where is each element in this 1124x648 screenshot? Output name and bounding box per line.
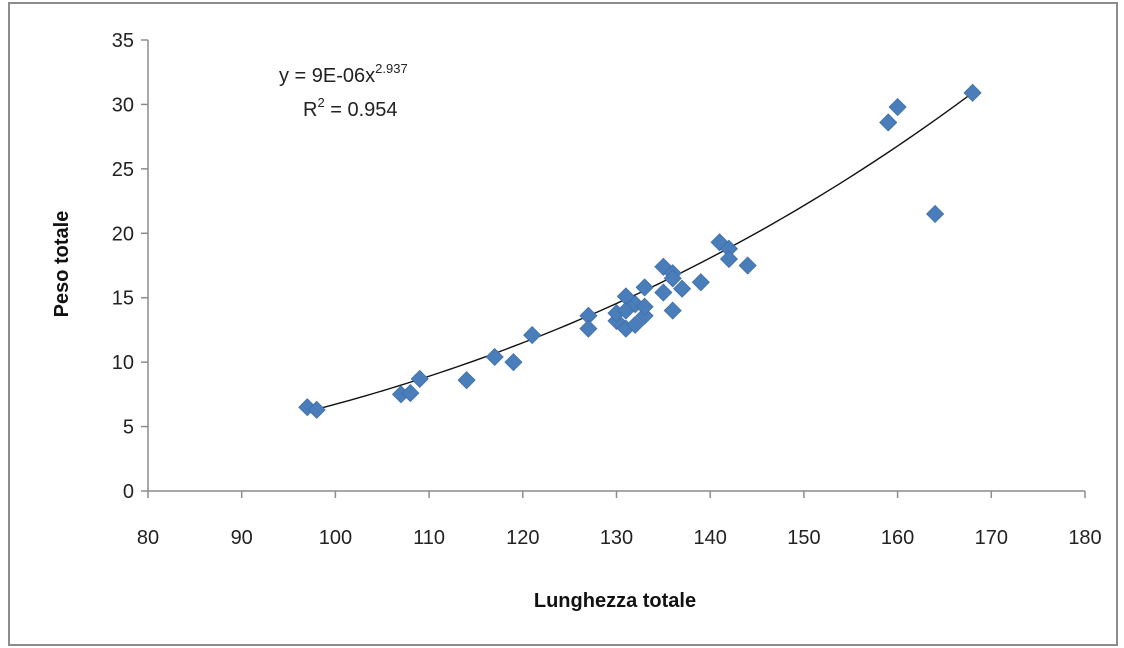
tick-labels: 80 90 100 110 120 130 140 150 160 170 180 0 5 10 15 20 2…	[112, 30, 1102, 549]
data-point	[926, 204, 945, 224]
data-point	[485, 347, 504, 367]
axes	[147, 40, 1085, 492]
data-point	[504, 353, 523, 372]
data-point	[879, 113, 898, 132]
y-tick-label: 5	[123, 417, 134, 439]
trend-line	[307, 92, 973, 413]
x-tick-label: 160	[881, 527, 914, 549]
data-point	[307, 400, 326, 419]
y-tick-label: 25	[112, 159, 134, 181]
x-tick-label: 150	[787, 527, 820, 549]
x-tick-label: 80	[137, 527, 159, 549]
data-point	[673, 279, 692, 298]
y-tick-label: 35	[112, 30, 134, 52]
r-squared: R2 = 0.954	[303, 95, 398, 121]
data-point	[963, 83, 982, 102]
trend-equation: y = 9E-06x2.937	[279, 61, 408, 87]
data-point	[635, 297, 654, 316]
equation-text: y = 9E-06x	[279, 65, 375, 87]
chart-frame	[8, 2, 1118, 646]
data-point	[691, 273, 710, 292]
y-tick-label: 30	[112, 94, 134, 116]
y-tick-label: 15	[112, 288, 134, 310]
r-squared-sup: 2	[317, 95, 324, 110]
data-points	[298, 83, 982, 419]
x-tick-label: 180	[1068, 527, 1101, 549]
data-point	[626, 315, 645, 334]
equation-exponent: 2.937	[375, 61, 408, 76]
x-tick-label: 100	[319, 527, 352, 549]
data-point	[457, 371, 476, 390]
x-tick-label: 90	[231, 527, 253, 549]
x-tick-label: 110	[413, 527, 445, 549]
data-point	[410, 369, 429, 388]
x-axis-title: Lunghezza totale	[534, 590, 696, 612]
data-point	[888, 97, 907, 117]
r-squared-symbol: R	[303, 99, 317, 121]
x-tick-label: 120	[506, 527, 539, 549]
r-squared-value: = 0.954	[325, 99, 398, 121]
x-tick-label: 140	[694, 527, 727, 549]
data-point	[523, 326, 542, 345]
y-tick-label: 10	[112, 352, 134, 374]
x-tick-label: 170	[975, 527, 1008, 549]
data-point	[738, 256, 757, 275]
y-tick-label: 0	[123, 481, 134, 503]
y-axis-title: Peso totale	[51, 211, 73, 318]
tick-marks	[141, 39, 1086, 498]
data-point	[663, 301, 682, 320]
data-point	[579, 319, 598, 338]
data-point	[654, 283, 673, 302]
data-point	[663, 269, 682, 288]
data-point	[635, 278, 654, 297]
data-point	[401, 384, 420, 403]
x-tick-label: 130	[600, 527, 633, 549]
data-point	[719, 249, 739, 269]
y-tick-label: 20	[112, 223, 134, 245]
